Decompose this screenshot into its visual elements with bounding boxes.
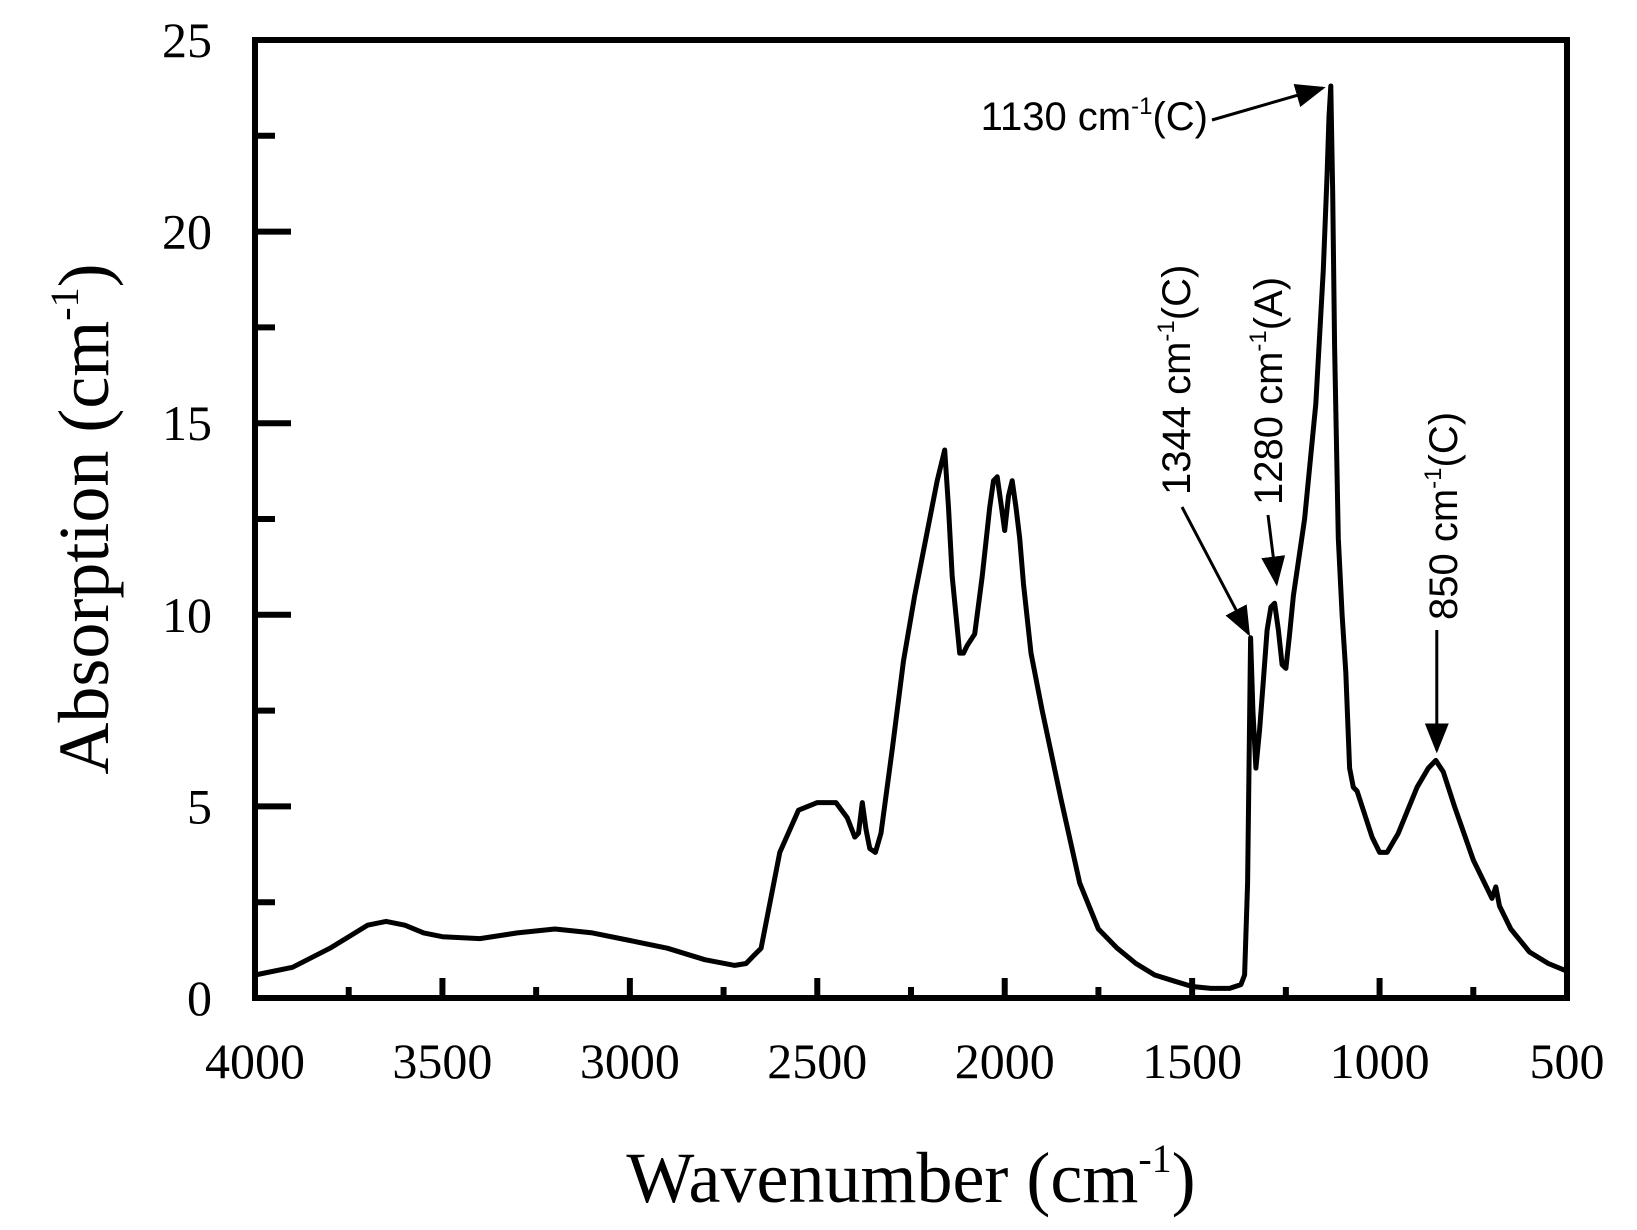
plot-frame <box>252 37 1570 1001</box>
x-tick-label: 3000 <box>580 1033 680 1089</box>
y-axis-title-close: ) <box>44 263 124 287</box>
x-tick-label: 2500 <box>767 1033 867 1089</box>
y-tick-label: 15 <box>162 395 212 451</box>
annotation-label-base: 1280 cm <box>1247 352 1291 505</box>
annotation-label: 1344 cm-1(C) <box>1153 265 1199 495</box>
annotation-label-tail: (C) <box>1152 95 1208 139</box>
annotation-label: 1280 cm-1(A) <box>1245 277 1291 505</box>
x-tick-label: 1000 <box>1330 1033 1430 1089</box>
annotation-label-sup: -1 <box>1245 330 1272 351</box>
annotation-label-sup: -1 <box>1420 467 1447 488</box>
annotation-label-base: 1130 cm <box>981 95 1131 139</box>
annotation-arrow <box>1180 506 1251 637</box>
y-axis-title-base: Absorption (cm <box>44 321 124 775</box>
series-line <box>252 83 1570 991</box>
y-axis-title: Absorption (cm-1) <box>42 263 124 774</box>
y-axis-title-sup: -1 <box>42 287 87 320</box>
y-tick-label: 0 <box>187 970 212 1026</box>
y-tick-label: 25 <box>162 12 212 68</box>
x-tick-label: 500 <box>1530 1033 1605 1089</box>
y-tick-label: 10 <box>162 587 212 643</box>
y-tick-label: 20 <box>162 204 212 260</box>
x-tick-label: 4000 <box>205 1033 305 1089</box>
annotation-label-tail: (C) <box>1155 265 1199 321</box>
ticks-layer <box>252 37 1570 1001</box>
x-tick-label: 3500 <box>392 1033 492 1089</box>
annotation-arrow <box>1261 514 1286 587</box>
x-axis-title-sup: -1 <box>1138 1136 1171 1181</box>
annotation-label-sup: -1 <box>1153 320 1180 341</box>
x-tick-label: 2000 <box>955 1033 1055 1089</box>
annotation-label-tail: (A) <box>1247 277 1291 330</box>
annotation-label-base: 850 cm <box>1422 489 1466 620</box>
annotation-label-tail: (C) <box>1422 412 1466 468</box>
annotation-label-sup: -1 <box>1131 93 1152 120</box>
x-tick-label: 1500 <box>1142 1033 1242 1089</box>
x-axis-title: Wavenumber (cm-1) <box>626 1136 1195 1218</box>
y-tick-label: 5 <box>187 778 212 834</box>
annotation-arrow <box>1211 83 1326 122</box>
annotation-layer: 1130 cm-1(C)1344 cm-1(C)1280 cm-1(A)850 … <box>981 83 1466 754</box>
annotation-label-base: 1344 cm <box>1155 342 1199 495</box>
series-layer <box>252 83 1570 991</box>
annotation-label: 850 cm-1(C) <box>1420 412 1466 620</box>
labels-layer: 4000 3500 3000 2500 2000 1500 1000 500 0 5 10 15 20 2… <box>162 12 1605 1089</box>
annotation-label: 1130 cm-1(C) <box>981 93 1208 139</box>
x-axis-title-base: Wavenumber (cm <box>626 1138 1138 1218</box>
x-axis-title-close: ) <box>1172 1138 1196 1218</box>
